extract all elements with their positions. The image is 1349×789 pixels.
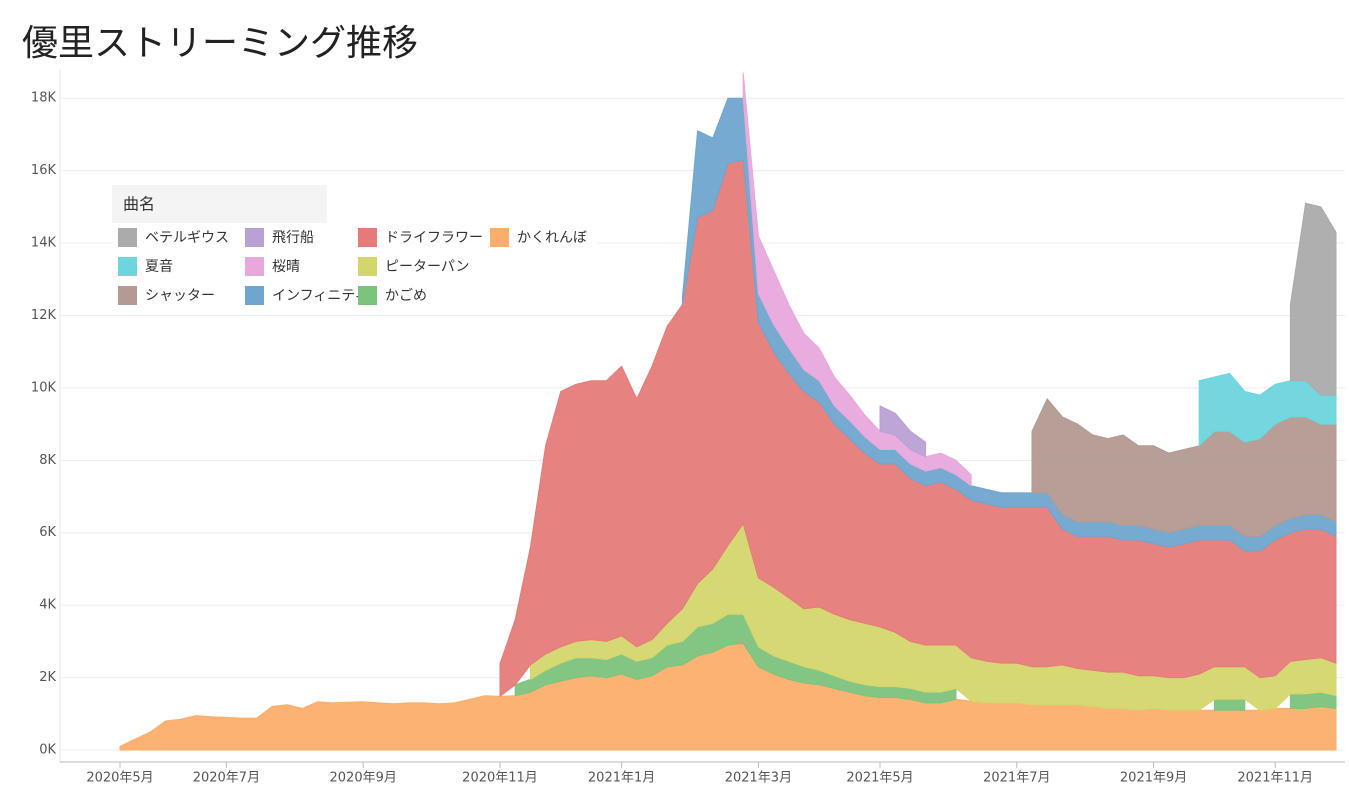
y-tick-label: 12K <box>31 308 57 323</box>
area <box>1198 372 1337 447</box>
y-tick-label: 10K <box>31 380 57 395</box>
area <box>742 72 972 487</box>
y-tick-label: 18K <box>31 91 57 106</box>
legend-swatch <box>118 228 137 247</box>
legend-label: 飛行船 <box>272 230 314 246</box>
x-tick-label: 2021年1月 <box>588 771 655 786</box>
x-tick-label: 2021年3月 <box>725 771 792 786</box>
legend-swatch <box>118 257 137 276</box>
y-tick-label: 8K <box>39 453 56 468</box>
legend-swatch <box>358 286 377 305</box>
legend-label: かごめ <box>385 288 427 304</box>
legend-swatch <box>245 228 264 247</box>
legend-label: かくれんぼ <box>517 230 587 246</box>
legend-label: シャッター <box>145 288 215 304</box>
legend-label: ドライフラワー <box>385 230 483 246</box>
x-tick-label: 2020年5月 <box>86 771 153 786</box>
x-tick-label: 2020年7月 <box>193 771 260 786</box>
area <box>1289 202 1337 396</box>
legend-title: 曲名 <box>123 195 155 214</box>
area <box>1031 398 1337 537</box>
legend-swatch <box>245 286 264 305</box>
plot-area <box>60 72 1345 751</box>
legend-swatch <box>358 228 377 247</box>
chart-title: 優里ストリーミング推移 <box>22 23 418 64</box>
x-tick-label: 2021年5月 <box>846 771 913 786</box>
legend-header <box>112 185 327 223</box>
y-tick-label: 4K <box>39 598 56 613</box>
legend-swatch <box>490 228 509 247</box>
y-tick-label: 6K <box>39 525 56 540</box>
legend-label: 夏音 <box>145 258 173 275</box>
area <box>879 405 927 458</box>
legend-swatch <box>245 257 264 276</box>
x-tick-label: 2020年9月 <box>330 771 397 786</box>
x-tick-label: 2021年9月 <box>1120 771 1187 786</box>
legend-label: ベテルギウス <box>145 230 229 246</box>
legend-swatch <box>118 286 137 305</box>
x-tick-label: 2021年7月 <box>983 771 1050 786</box>
y-tick-label: 0K <box>39 743 56 758</box>
y-tick-label: 2K <box>39 670 56 685</box>
legend-label: ピーターパン <box>385 259 470 275</box>
y-tick-label: 16K <box>31 163 57 178</box>
x-tick-label: 2020年11月 <box>462 771 538 786</box>
legend-label: 桜晴 <box>272 259 300 275</box>
x-tick-label: 2021年11月 <box>1237 771 1313 786</box>
legend-label: インフィニティ <box>272 288 368 304</box>
legend-swatch <box>358 257 377 276</box>
y-tick-label: 14K <box>31 236 57 251</box>
